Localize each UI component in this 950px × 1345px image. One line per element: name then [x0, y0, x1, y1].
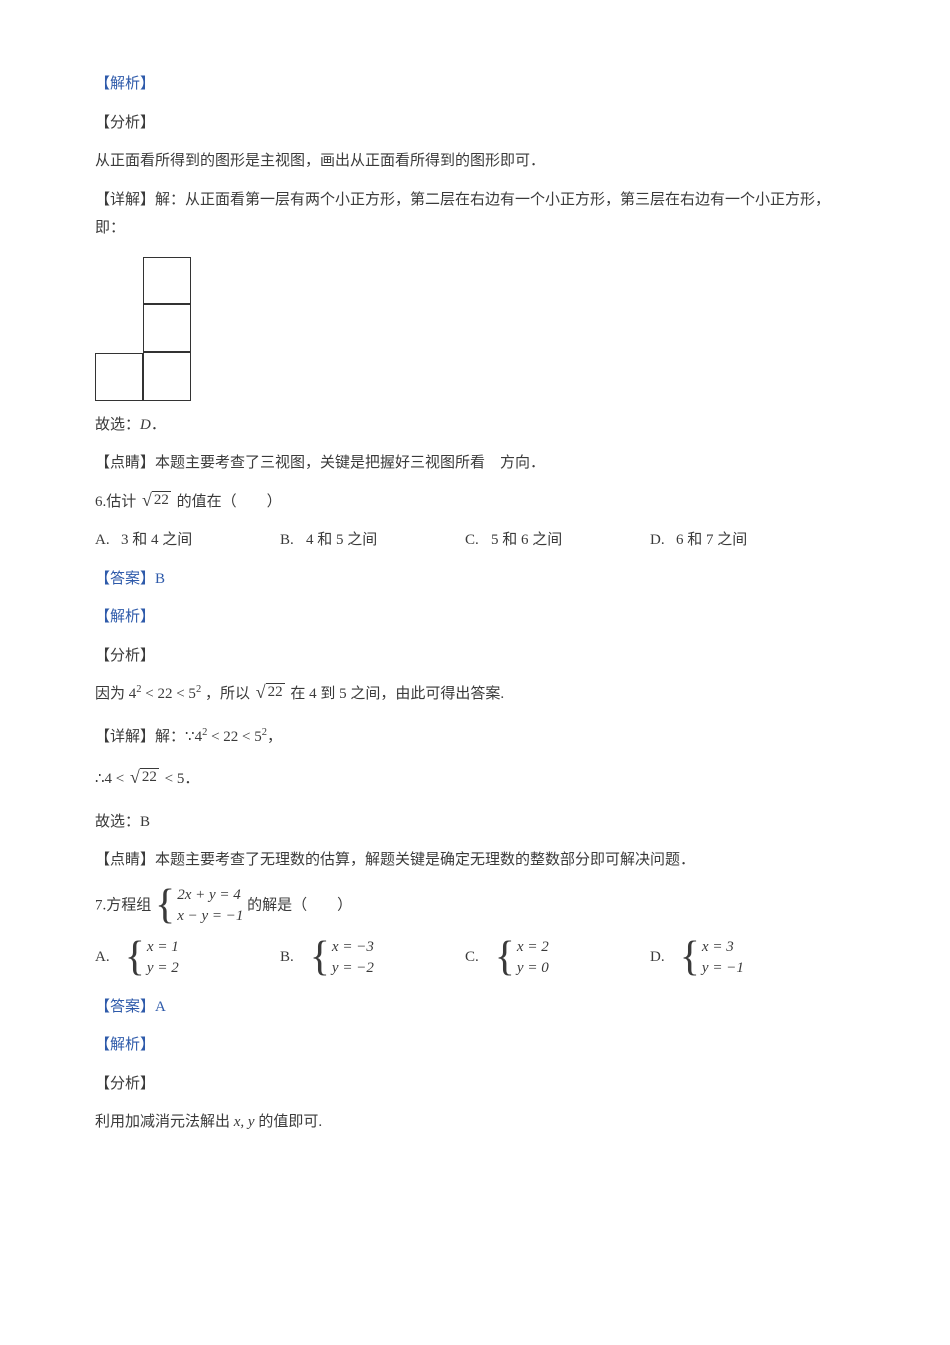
q6-options: A.3 和 4 之间 B.4 和 5 之间 C.5 和 6 之间 D.6 和 7…: [95, 526, 835, 555]
sqrt-icon: √22: [142, 491, 171, 509]
r2: y = −2: [332, 958, 374, 979]
opt-brace: {x = 1y = 2: [125, 937, 179, 979]
period: ．: [184, 771, 199, 787]
guxuan-label: 故选：: [95, 417, 140, 433]
q7-stem-b: 的解是（ ）: [247, 897, 352, 913]
fenxi-c: 在 4 到 5 之间，由此可得出答案.: [290, 686, 504, 702]
q7-opt-c[interactable]: C. {x = 2y = 0: [465, 937, 650, 979]
q5-dianqing: 【点睛】本题主要考查了三视图，关键是把握好三视图所看 方向．: [95, 449, 855, 478]
system-brace: { 2x + y = 4x − y = −1: [155, 885, 243, 927]
q7-answer: 【答案】A: [95, 993, 855, 1022]
q6-opt-a[interactable]: A.3 和 4 之间: [95, 526, 280, 555]
q7-opt-b[interactable]: B. {x = −3y = −2: [280, 937, 465, 979]
q6-dianqing-text: 本题主要考查了无理数的估算，解题关键是确定无理数的整数部分即可解决问题．: [155, 852, 695, 868]
guxuan-ans: D: [140, 417, 151, 433]
opt-text: 5 和 6 之间: [491, 532, 562, 548]
q7-num: 7.: [95, 897, 106, 913]
q6-guxuan: 故选：B: [95, 808, 855, 837]
r2: y = 0: [517, 958, 549, 979]
q6-fenxi-label: 【分析】: [95, 642, 855, 671]
comma: ，: [267, 729, 282, 745]
fenxi-post: 的值即可.: [255, 1114, 323, 1130]
q5-xiangjie-text: 从正面看第一层有两个小正方形，第二层在右边有一个小正方形，第三层在右边有一个小正…: [95, 192, 830, 237]
q7-jiexi: 【解析】: [95, 1031, 855, 1060]
period: ．: [151, 417, 166, 433]
q7-stem: 7.方程组 { 2x + y = 4x − y = −1 的解是（ ）: [95, 885, 855, 927]
r1: x = 1: [147, 937, 179, 958]
radicand: 22: [140, 768, 159, 786]
q5-dianqing-text: 本题主要考查了三视图，关键是把握好三视图所看 方向．: [155, 455, 545, 471]
q6-xiangjie: 【详解】解：∵42 < 22 < 52，: [95, 723, 855, 752]
q6-conclusion: ∴4 < √22 < 5．: [95, 765, 855, 794]
fenxi-expr: 42 < 22 < 52: [129, 686, 201, 702]
diagram-cell: [143, 257, 191, 305]
q7-options: A. {x = 1y = 2 B. {x = −3y = −2 C. {x = …: [95, 937, 835, 979]
q5-diagram: [95, 257, 191, 401]
q5-xiangjie: 【详解】解：从正面看第一层有两个小正方形，第二层在右边有一个小正方形，第三层在右…: [95, 186, 855, 243]
diagram-cell: [95, 353, 143, 401]
xiangjie-prefix: 【详解】解：: [95, 729, 185, 745]
conc-c: < 5: [165, 771, 185, 787]
opt-text: 3 和 4 之间: [121, 532, 192, 548]
sys-r1: 2x + y = 4: [177, 885, 243, 906]
xj-expr: 42 < 22 < 52: [195, 729, 267, 745]
q5-fenxi-text: 从正面看所得到的图形是主视图，画出从正面看所得到的图形即可．: [95, 147, 855, 176]
fenxi-a: 因为: [95, 686, 125, 702]
r1: x = 3: [702, 937, 744, 958]
q5-guxuan: 故选：D．: [95, 411, 855, 440]
conc-b: 4 <: [105, 771, 125, 787]
dianqing-prefix: 【点睛】: [95, 852, 155, 868]
q7-answer-val: A: [155, 999, 166, 1015]
r2: y = 2: [147, 958, 179, 979]
xy-vars: x, y: [234, 1114, 255, 1130]
q5-fenxi-label: 【分析】: [95, 109, 855, 138]
q6-jiexi: 【解析】: [95, 603, 855, 632]
opt-text: 6 和 7 之间: [676, 532, 747, 548]
opt-text: 4 和 5 之间: [306, 532, 377, 548]
q6-stem-a: 估计: [106, 494, 136, 510]
r1: x = −3: [332, 937, 374, 958]
diagram-cell: [143, 351, 191, 401]
q6-dianqing: 【点睛】本题主要考查了无理数的估算，解题关键是确定无理数的整数部分即可解决问题．: [95, 846, 855, 875]
q7-opt-a[interactable]: A. {x = 1y = 2: [95, 937, 280, 979]
therefore-sym: ∴: [95, 771, 105, 787]
because-sym: ∵: [185, 729, 195, 745]
q6-opt-d[interactable]: D.6 和 7 之间: [650, 526, 835, 555]
dianqing-prefix: 【点睛】: [95, 455, 155, 471]
opt-brace: {x = −3y = −2: [310, 937, 374, 979]
q6-stem: 6.估计 √22 的值在（ ）: [95, 488, 855, 517]
q6-stem-b: 的值在（ ）: [177, 494, 282, 510]
daan-prefix: 【答案】: [95, 999, 155, 1015]
r1: x = 2: [517, 937, 549, 958]
q7-stem-a: 方程组: [106, 897, 151, 913]
q6-fenxi: 因为 42 < 22 < 52 ，所以 √22 在 4 到 5 之间，由此可得出…: [95, 680, 855, 709]
q5-jiexi: 【解析】: [95, 70, 855, 99]
r2: y = −1: [702, 958, 744, 979]
fenxi-pre: 利用加减消元法解出: [95, 1114, 234, 1130]
q6-num: 6.: [95, 494, 106, 510]
q7-opt-d[interactable]: D. {x = 3y = −1: [650, 937, 835, 979]
radicand: 22: [266, 683, 285, 701]
sqrt-icon: √22: [256, 683, 285, 701]
opt-brace: {x = 2y = 0: [495, 937, 549, 979]
sqrt-icon: √22: [130, 768, 159, 786]
radicand: 22: [152, 491, 171, 509]
q6-answer: 【答案】B: [95, 565, 855, 594]
fenxi-b: ，所以: [205, 686, 250, 702]
sys-r2: x − y = −1: [177, 906, 243, 927]
daan-prefix: 【答案】: [95, 571, 155, 587]
q6-opt-b[interactable]: B.4 和 5 之间: [280, 526, 465, 555]
xiangjie-prefix: 【详解】解：: [95, 192, 185, 208]
q6-opt-c[interactable]: C.5 和 6 之间: [465, 526, 650, 555]
opt-brace: {x = 3y = −1: [680, 937, 744, 979]
diagram-cell: [143, 303, 191, 353]
q6-answer-val: B: [155, 571, 165, 587]
q7-fenxi-text: 利用加减消元法解出 x, y 的值即可.: [95, 1108, 855, 1137]
q7-fenxi-label: 【分析】: [95, 1070, 855, 1099]
